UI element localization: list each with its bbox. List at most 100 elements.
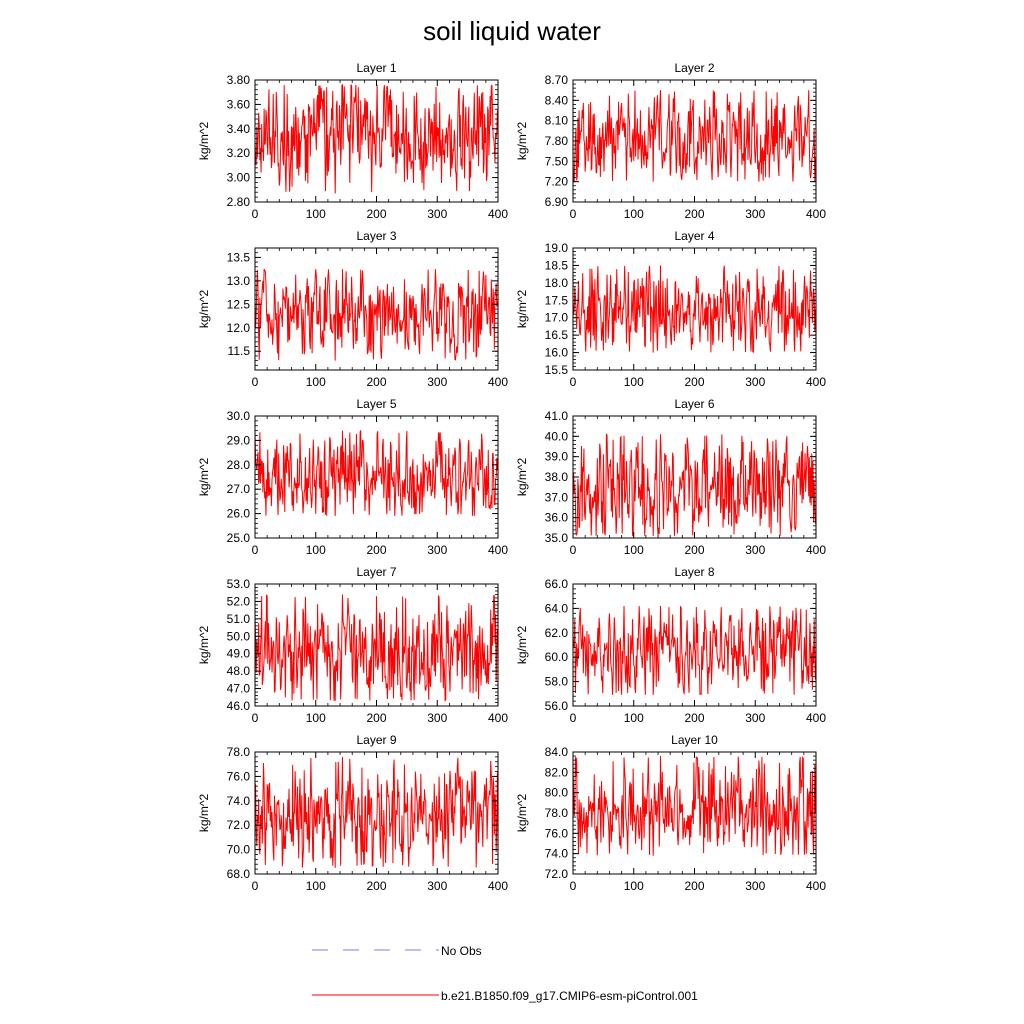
x-tick-label: 0 <box>252 375 259 389</box>
y-tick-label: 52.0 <box>227 594 251 608</box>
x-tick-label: 100 <box>624 207 644 221</box>
y-axis-label: kg/m^2 <box>197 122 211 161</box>
series-line-layer-7 <box>254 594 498 702</box>
y-tick-label: 18.5 <box>545 258 569 272</box>
x-tick-label: 400 <box>488 879 508 893</box>
panel-title: Layer 6 <box>674 397 714 411</box>
series-line-layer-1 <box>254 83 498 194</box>
x-tick-label: 200 <box>684 543 704 557</box>
panel-layer-10: Layer 10 kg/m^2 72.0 74.0 76.0 78.0 80.0 82.0 84… <box>515 733 826 893</box>
y-tick-label: 62.0 <box>545 626 569 640</box>
x-tick-label: 100 <box>624 879 644 893</box>
series-line-layer-8 <box>572 605 816 696</box>
y-tick-label: 7.20 <box>545 175 569 189</box>
y-tick-label: 13.5 <box>227 250 251 264</box>
panel-title: Layer 2 <box>674 61 714 75</box>
y-tick-label: 40.0 <box>545 429 569 443</box>
y-tick-label: 66.0 <box>545 577 569 591</box>
y-tick-label: 41.0 <box>545 409 569 423</box>
y-tick-label: 18.0 <box>545 276 569 290</box>
y-axis-label: kg/m^2 <box>197 290 211 329</box>
x-tick-label: 0 <box>570 879 577 893</box>
y-tick-label: 36.0 <box>545 511 569 525</box>
y-axis-label: kg/m^2 <box>515 290 529 329</box>
y-tick-label: 49.0 <box>227 647 251 661</box>
x-tick-label: 400 <box>488 711 508 725</box>
y-tick-label: 38.0 <box>545 470 569 484</box>
legend-model-label: b.e21.B1850.f09_g17.CMIP6-esm-piControl.… <box>441 989 698 1003</box>
y-tick-label: 3.00 <box>227 171 251 185</box>
x-tick-label: 100 <box>306 207 326 221</box>
panel-title: Layer 1 <box>356 61 396 75</box>
y-tick-label: 17.5 <box>545 293 569 307</box>
y-tick-label: 2.80 <box>227 195 251 209</box>
x-tick-label: 200 <box>366 543 386 557</box>
y-tick-label: 82.0 <box>545 765 569 779</box>
series-line-layer-2 <box>572 90 816 183</box>
y-tick-label: 16.5 <box>545 328 569 342</box>
panel-layer-2: Layer 2 kg/m^2 6.90 7.20 7.50 7.80 8.10 8.40 8.7… <box>515 61 826 221</box>
x-tick-label: 100 <box>624 543 644 557</box>
x-tick-label: 400 <box>806 543 826 557</box>
x-tick-label: 400 <box>806 375 826 389</box>
y-axis-label: kg/m^2 <box>515 122 529 161</box>
figure-title: soil liquid water <box>423 16 601 46</box>
y-tick-label: 6.90 <box>545 195 569 209</box>
x-tick-label: 400 <box>806 207 826 221</box>
x-tick-label: 300 <box>427 711 447 725</box>
panel-layer-4: Layer 4 kg/m^2 15.5 16.0 16.5 17.0 17.5 18.0 18.… <box>515 229 826 389</box>
x-tick-label: 0 <box>570 543 577 557</box>
y-tick-label: 15.5 <box>545 363 569 377</box>
y-tick-label: 72.0 <box>545 867 569 881</box>
x-tick-label: 100 <box>306 375 326 389</box>
x-tick-label: 0 <box>570 711 577 725</box>
panels-grid: Layer 1 kg/m^2 2.80 3.00 3.20 3.40 3.60 3.80 0 10… <box>197 61 826 893</box>
y-tick-label: 76.0 <box>545 826 569 840</box>
y-tick-label: 50.0 <box>227 629 251 643</box>
x-tick-label: 200 <box>684 879 704 893</box>
x-tick-label: 300 <box>745 207 765 221</box>
y-tick-label: 64.0 <box>545 601 569 615</box>
y-tick-label: 26.0 <box>227 507 251 521</box>
panel-layer-6: Layer 6 kg/m^2 35.0 36.0 37.0 38.0 39.0 40.0 41.… <box>515 397 826 557</box>
panel-layer-9: Layer 9 kg/m^2 68.0 70.0 72.0 74.0 76.0 78.0 0 10… <box>197 733 508 893</box>
series-line-layer-6 <box>572 433 816 538</box>
x-tick-label: 400 <box>806 711 826 725</box>
y-axis-label: kg/m^2 <box>515 794 529 833</box>
y-tick-label: 17.0 <box>545 311 569 325</box>
x-tick-label: 400 <box>488 207 508 221</box>
x-tick-label: 300 <box>745 375 765 389</box>
y-tick-label: 76.0 <box>227 769 251 783</box>
panel-title: Layer 5 <box>356 397 396 411</box>
y-tick-label: 28.0 <box>227 458 251 472</box>
x-tick-label: 300 <box>427 375 447 389</box>
y-axis-label: kg/m^2 <box>197 458 211 497</box>
y-tick-label: 30.0 <box>227 409 251 423</box>
y-tick-label: 39.0 <box>545 450 569 464</box>
y-tick-label: 29.0 <box>227 433 251 447</box>
y-tick-label: 46.0 <box>227 699 251 713</box>
series-line-layer-10 <box>572 755 816 856</box>
y-axis-label: kg/m^2 <box>515 626 529 665</box>
series-line-layer-5 <box>254 429 498 517</box>
y-tick-label: 70.0 <box>227 843 251 857</box>
series-line-layer-9 <box>254 756 498 868</box>
y-tick-label: 51.0 <box>227 612 251 626</box>
panel-layer-3: Layer 3 kg/m^2 11.5 12.0 12.5 13.0 13.5 0 100 200… <box>197 229 508 389</box>
y-tick-label: 58.0 <box>545 675 569 689</box>
x-tick-label: 300 <box>745 543 765 557</box>
x-tick-label: 200 <box>366 375 386 389</box>
series-line-layer-4 <box>572 265 816 353</box>
y-tick-label: 80.0 <box>545 786 569 800</box>
x-tick-label: 100 <box>306 879 326 893</box>
y-axis-label: kg/m^2 <box>197 794 211 833</box>
legend-no-obs-label: No Obs <box>441 944 482 958</box>
y-tick-label: 53.0 <box>227 577 251 591</box>
y-tick-label: 19.0 <box>545 241 569 255</box>
y-tick-label: 12.0 <box>227 321 251 335</box>
y-tick-label: 47.0 <box>227 682 251 696</box>
y-tick-label: 72.0 <box>227 818 251 832</box>
x-tick-label: 400 <box>488 375 508 389</box>
y-tick-label: 74.0 <box>227 794 251 808</box>
y-tick-label: 8.10 <box>545 114 569 128</box>
